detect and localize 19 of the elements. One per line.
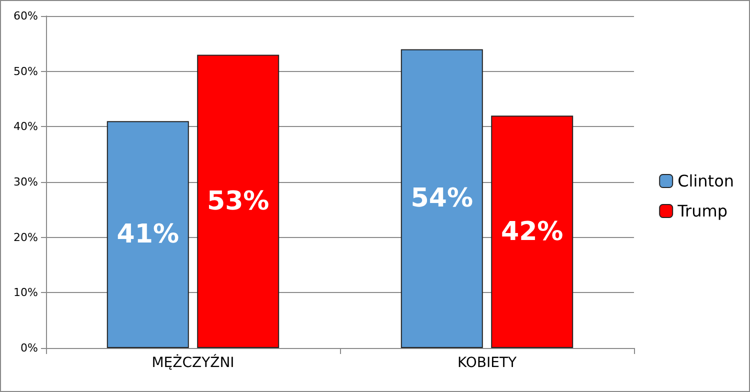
bar xyxy=(106,121,189,348)
data-label: 41% xyxy=(116,220,180,250)
bar xyxy=(197,54,280,348)
data-label: 53% xyxy=(206,186,270,216)
legend-label: Clinton xyxy=(678,172,734,190)
bar xyxy=(491,116,574,348)
bar xyxy=(400,49,483,348)
y-tick-label: 60% xyxy=(14,10,38,22)
data-label: 42% xyxy=(500,216,564,247)
legend-label: Trump xyxy=(676,202,728,220)
y-tick-label: 50% xyxy=(14,64,38,78)
y-tick-label: 30% xyxy=(14,176,38,188)
data-label: 54% xyxy=(410,184,474,214)
x-tick-label: KOBIETY xyxy=(457,355,518,371)
y-tick-label: 10% xyxy=(14,286,38,300)
y-tick-label: 20% xyxy=(14,230,38,244)
y-tick-label: 40% xyxy=(14,120,38,134)
y-tick-label: 0% xyxy=(20,342,38,354)
x-tick-label: MĘŻCZYŹNI xyxy=(152,354,234,371)
